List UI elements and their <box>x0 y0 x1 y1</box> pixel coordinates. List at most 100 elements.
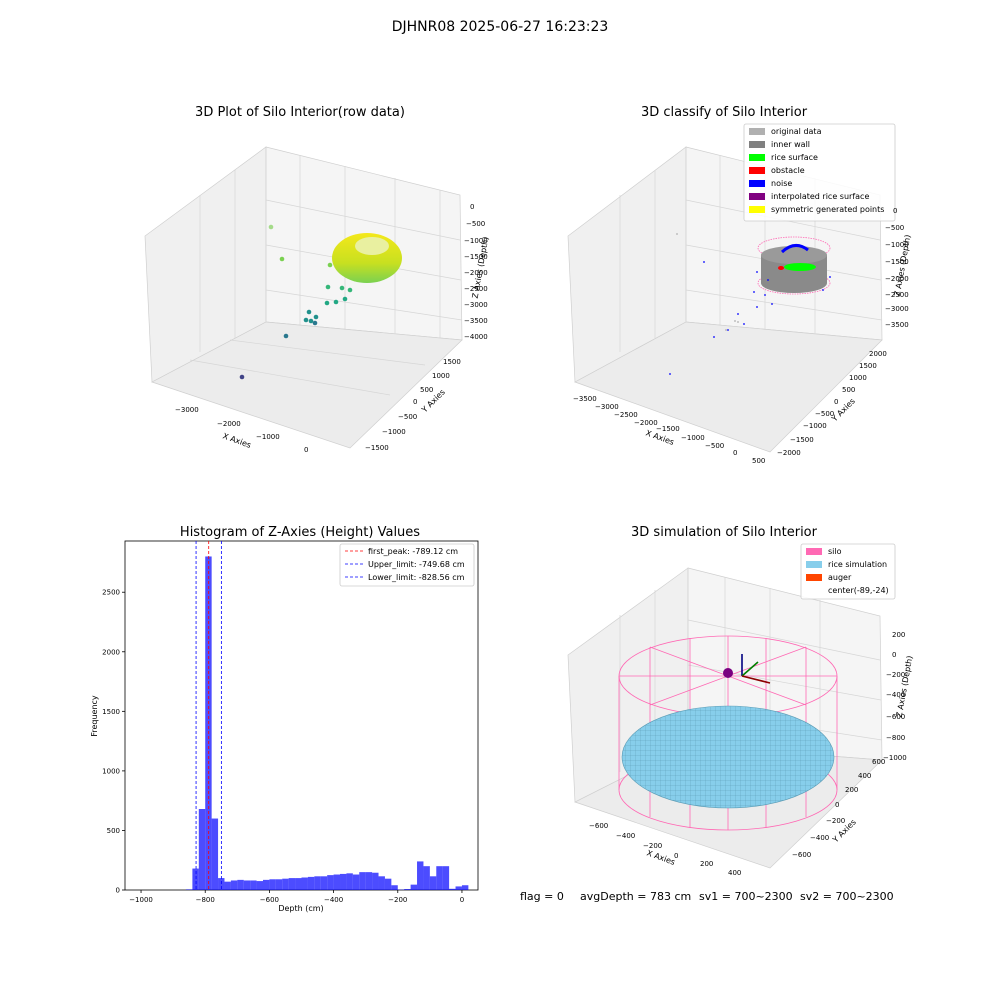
sim-x-tick: −600 <box>589 822 608 830</box>
cls-noise-point <box>756 271 758 273</box>
raw-z-tick: −2000 <box>464 269 488 277</box>
raw-z-tick: −4000 <box>464 333 488 341</box>
cls-silo-ring-top <box>757 236 831 260</box>
sim-axis-arrow-y <box>741 661 759 677</box>
cls-noise-points <box>669 261 831 375</box>
hist-legend-label: Upper_limit: -749.68 cm <box>368 560 465 569</box>
cls-y-tick: 500 <box>842 386 855 394</box>
legend-label: auger <box>828 573 852 582</box>
hist-y-tick-label: 0 <box>116 887 120 895</box>
status-sv1: sv1 = 700~2300 <box>699 890 793 903</box>
cls-y-tick: 1000 <box>849 374 867 382</box>
raw-point <box>239 374 245 380</box>
hist-legend-label: first_peak: -789.12 cm <box>368 547 458 556</box>
raw-z-tick: −1000 <box>464 237 488 245</box>
cls-y-tick: 2000 <box>869 350 887 358</box>
status-sv2: sv2 = 700~2300 <box>800 890 894 903</box>
sim-y-ticks: −600 −400 −200 0 200 400 600 <box>792 758 885 859</box>
legend-swatch <box>749 128 765 135</box>
cls-x-tick: −1000 <box>681 434 705 442</box>
raw-outlier-points <box>239 224 353 380</box>
legend-label: interpolated rice surface <box>771 192 869 201</box>
hist-title: Histogram of Z-Axies (Height) Values <box>180 525 420 540</box>
raw-z-tick: −2500 <box>464 285 488 293</box>
cls-x-ticks: −3500 −3000 −2500 −2000 −1500 −1000 −500… <box>573 395 765 465</box>
cls-z-tick: −1000 <box>885 241 909 249</box>
hist-legend-label: Lower_limit: -828.56 cm <box>368 573 465 582</box>
cls-legend-box <box>743 123 896 222</box>
panel-classify-3d: 3D classify of Silo Interior <box>567 105 912 465</box>
cls-z-tick: −1500 <box>885 258 909 266</box>
hist-x-tick-label: −600 <box>260 896 279 904</box>
raw-point <box>303 317 309 323</box>
hist-legend-box <box>339 543 475 587</box>
hist-bar <box>307 876 315 890</box>
cls-y-tick: −2000 <box>777 449 801 457</box>
legend-label: obstacle <box>771 166 805 175</box>
legend-swatch <box>806 574 822 581</box>
sim-y-tick: 0 <box>835 801 839 809</box>
sim-z-tick: −800 <box>886 734 905 742</box>
legend-swatch <box>749 154 765 161</box>
hist-y-tick-label: 1500 <box>102 708 120 716</box>
cls-z-ticks: 0 −500 −1000 −1500 −2000 −2500 −3000 −35… <box>885 207 909 329</box>
hist-bar <box>384 878 392 890</box>
cls-noise-point <box>829 276 831 278</box>
cls-z-tick: −3000 <box>885 305 909 313</box>
hist-bar <box>301 877 308 890</box>
hist-bar <box>288 878 296 890</box>
cls-x-tick: −3500 <box>573 395 597 403</box>
raw-y-tick: −1500 <box>365 444 389 452</box>
sim-z-tick: −200 <box>886 671 905 679</box>
hist-x-tick-label: −200 <box>388 896 407 904</box>
sim-silo-spoke <box>649 675 729 706</box>
hist-bar <box>314 876 321 890</box>
cls-obstacle <box>778 266 784 270</box>
cls-noise-point <box>713 336 715 338</box>
raw-point <box>312 320 318 326</box>
sim-z-tick: −600 <box>886 713 905 721</box>
hist-y-tick-label: 1000 <box>102 767 120 775</box>
hist-bar <box>237 879 244 890</box>
cls-y-tick: 1500 <box>859 362 877 370</box>
status-line: flag = 0 avgDepth = 783 cm sv1 = 700~230… <box>520 890 894 903</box>
cls-y-tick: −1500 <box>790 436 814 444</box>
legend-swatch <box>749 206 765 213</box>
sim-z-tick: −1000 <box>883 754 907 762</box>
sim-y-tick: 600 <box>872 758 885 766</box>
cls-noise-point <box>764 294 766 296</box>
sim-z-label: Z Axies (Depth) <box>895 655 915 718</box>
raw-point <box>333 299 339 305</box>
sim-x-ticks: −600 −400 −200 0 200 400 <box>589 822 741 877</box>
raw-point <box>339 285 345 291</box>
cls-x-tick: −500 <box>705 442 724 450</box>
raw-x-tick: 0 <box>304 446 308 454</box>
raw-z-tick: −1500 <box>464 253 488 261</box>
cls-z-tick: −500 <box>885 224 904 232</box>
cls-noise-point <box>753 291 755 293</box>
sim-z-tick: −400 <box>886 691 905 699</box>
hist-y-tick-label: 2500 <box>102 589 120 597</box>
sim-silo-spoke <box>727 646 807 677</box>
cls-noise-point <box>771 303 773 305</box>
legend-label: silo <box>828 547 842 556</box>
hist-legend-entries: first_peak: -789.12 cm Upper_limit: -749.… <box>345 547 465 582</box>
raw-point <box>347 287 353 293</box>
sim-center-marker <box>723 668 733 678</box>
panel-raw-title: 3D Plot of Silo Interior(row data) <box>195 105 405 120</box>
raw-grid-lines <box>189 147 463 396</box>
panel-classify-title: 3D classify of Silo Interior <box>641 105 808 120</box>
panel-histogram: Histogram of Z-Axies (Height) Values −10… <box>90 525 479 913</box>
sim-y-tick: 400 <box>858 772 871 780</box>
cls-noise-point <box>756 306 758 308</box>
hist-bar <box>372 872 379 890</box>
legend-swatch <box>806 561 822 568</box>
cls-noise-point <box>703 261 705 263</box>
hist-bar <box>320 876 328 890</box>
raw-x-ticks: −3000 −2000 −1000 0 <box>175 406 308 454</box>
sim-z-tick: 200 <box>892 631 905 639</box>
sim-x-tick: 0 <box>674 852 678 860</box>
cls-z-tick: −2500 <box>885 291 909 299</box>
cls-y-tick: −1000 <box>803 422 827 430</box>
